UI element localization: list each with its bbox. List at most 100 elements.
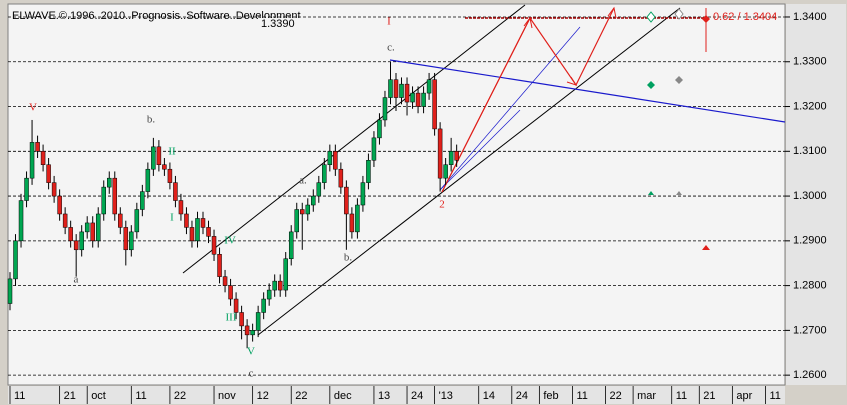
- candle-body: [151, 146, 156, 170]
- candle-body: [228, 285, 233, 300]
- candle-body: [73, 240, 79, 251]
- candle-body: [46, 164, 51, 183]
- candle-body: [29, 142, 35, 179]
- candle-body: [217, 254, 222, 277]
- arrow-heads: [523, 6, 617, 86]
- candle-body: [40, 151, 46, 165]
- candle-body: [443, 164, 448, 179]
- x-tick-label: 13: [378, 390, 390, 402]
- y-tick-label: 1.3400: [793, 11, 827, 23]
- candle-body: [62, 213, 68, 228]
- candle-body: [134, 209, 140, 233]
- overlays: [182, 4, 786, 336]
- wave-label: IV: [224, 235, 236, 247]
- wave-label: b.: [147, 114, 156, 126]
- candle-body: [388, 79, 393, 98]
- candle-body: [189, 227, 195, 242]
- candle-body: [377, 119, 382, 139]
- y-tick-label: 1.2800: [793, 280, 827, 292]
- candle-body: [300, 209, 305, 215]
- candle-body: [415, 92, 421, 107]
- y-tick-label: 1.3200: [793, 100, 827, 112]
- y-tick-label: 1.2900: [793, 235, 827, 247]
- candle-body: [393, 79, 399, 98]
- x-tick-label: 11: [14, 390, 25, 402]
- wave-label: I: [170, 212, 174, 224]
- candle-body: [184, 213, 189, 228]
- candle-body: [84, 222, 90, 233]
- target-annotation: 0.62 / 1.3404: [713, 11, 777, 23]
- candle-body: [123, 227, 129, 251]
- candle-body: [68, 227, 73, 242]
- candles: [7, 61, 459, 349]
- candle-body: [233, 298, 239, 313]
- candle-body: [145, 168, 151, 192]
- x-tick-label: 11: [576, 390, 587, 402]
- candle-body: [24, 177, 29, 201]
- candle-body: [211, 236, 217, 255]
- x-tick-label: 22: [295, 390, 307, 402]
- target-marker: [702, 245, 710, 250]
- x-tick-label: '13: [439, 390, 453, 402]
- candle-body: [294, 209, 299, 233]
- trend-line: [389, 59, 786, 123]
- candle-body: [448, 151, 454, 165]
- candle-body: [399, 83, 404, 98]
- candle-body: [51, 182, 57, 197]
- candle-body: [244, 325, 250, 336]
- target-marker: [674, 8, 684, 20]
- candle-body: [118, 213, 123, 228]
- candle-body: [277, 280, 283, 291]
- candle-body: [355, 204, 360, 233]
- trend-line: [439, 109, 521, 191]
- x-tick-label: oct: [91, 390, 106, 402]
- y-tick-label: 1.3000: [793, 190, 827, 202]
- candle-body: [195, 218, 200, 242]
- candle-body: [79, 231, 84, 251]
- candle-body: [239, 312, 244, 327]
- wave-label: c.: [387, 42, 395, 54]
- candle-body: [410, 92, 415, 103]
- candle-body: [129, 231, 134, 251]
- x-tick-label: 24: [411, 390, 423, 402]
- candle-body: [371, 137, 377, 161]
- candle-body: [305, 204, 311, 215]
- x-tick-label: 21: [703, 390, 715, 402]
- target-marker: [702, 15, 710, 23]
- price-box: [258, 18, 304, 31]
- channel-line: [257, 7, 681, 336]
- candle-body: [35, 142, 40, 152]
- candle-body: [421, 92, 426, 107]
- candle-body: [250, 330, 255, 336]
- candle-body: [382, 97, 388, 121]
- plot-area: [7, 3, 786, 386]
- wave-label: V: [29, 102, 37, 114]
- target-marker: [647, 81, 655, 89]
- x-tick-label: nov: [218, 390, 236, 402]
- y-tick-label: 1.3100: [793, 145, 827, 157]
- candle-body: [107, 177, 112, 188]
- chart-title: ELWAVE.©.1996..2010..Prognosis..Software…: [12, 10, 301, 22]
- x-tick-label: 22: [610, 390, 622, 402]
- candle-body: [90, 222, 95, 242]
- candle-body: [288, 231, 294, 259]
- wave-label: a: [74, 274, 79, 286]
- candle-body: [344, 186, 349, 215]
- candle-body: [7, 278, 13, 304]
- x-tick-label: 11: [676, 390, 687, 402]
- candle-body: [156, 146, 162, 165]
- wave-label: III: [226, 312, 237, 324]
- wave-label: a.: [299, 175, 307, 187]
- x-axis-panel: [8, 386, 785, 404]
- candle-body: [167, 168, 173, 183]
- candle-body: [255, 312, 261, 331]
- target-marker: [675, 76, 683, 84]
- x-tick-label: 21: [64, 390, 76, 402]
- candle-body: [426, 79, 432, 94]
- x-tick-label: mar: [637, 390, 656, 402]
- price-annotation: 1.3390: [261, 18, 295, 30]
- x-tick-label: 12: [257, 390, 269, 402]
- wave-label: c: [249, 368, 254, 380]
- y-tick-label: 1.2600: [793, 369, 827, 381]
